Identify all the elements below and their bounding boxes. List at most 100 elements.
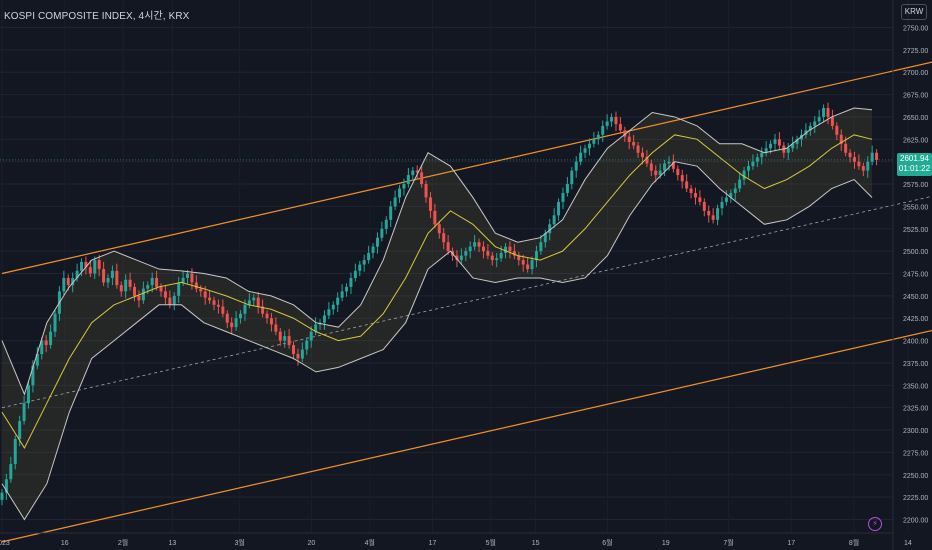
y-tick-label: 2675.00 [903,93,928,100]
candle-body [106,277,110,283]
candle-body [62,277,66,292]
candle-body [133,286,137,296]
candle-body [80,261,84,271]
candle-body [729,192,733,198]
candle-body [468,246,472,252]
candle-body [102,269,106,283]
candle-body [115,270,119,286]
candle-body [459,255,463,261]
x-tick-label: 13 [169,540,177,547]
candle-body [746,166,750,171]
candle-body [274,324,278,332]
currency-button[interactable]: KRW [901,4,927,20]
candle-body [698,197,702,202]
candle-body [35,354,39,366]
candle-body [596,134,600,140]
candle-body [437,224,441,234]
candle-body [693,192,697,198]
candle-body [296,354,300,359]
candle-body [852,157,856,162]
candle-body [22,403,26,422]
candle-body [861,166,865,171]
candle-body [844,143,848,153]
candlestick-series [0,102,879,506]
candle-body [119,285,123,292]
candle-body [870,152,874,162]
candle-body [530,260,534,270]
candle-body [300,349,304,359]
candle-body [212,300,216,305]
candle-body [685,181,689,189]
candle-body [654,170,658,176]
price-axis: 2200.00 2225.00 2250.00 2275.00 2300.00 2325.… [892,0,928,550]
y-tick-label: 2750.00 [903,26,928,33]
x-tick-label: 5월 [486,538,496,547]
candle-body [826,108,830,117]
candle-body [610,116,614,122]
candle-body [398,188,402,198]
candle-body [733,188,737,193]
candle-body [389,206,393,220]
candle-body [755,157,759,162]
candle-body [420,172,424,185]
candle-body [177,282,181,296]
candle-body [760,152,764,158]
candle-body [671,161,675,169]
candle-body [742,170,746,180]
candle-body [292,345,296,355]
x-tick-label: 6월 [602,538,612,547]
x-tick-label: 15 [532,540,540,547]
candle-body [4,479,8,493]
candle-body [424,184,428,198]
candle-body [557,201,561,216]
candle-body [822,108,826,117]
candle-body [97,260,101,270]
candle-body [75,270,79,278]
candle-body [623,130,627,137]
x-tick-label: 8월 [849,538,859,547]
y-tick-label: 2500.00 [903,249,928,256]
candle-body [680,175,684,182]
candle-body [658,170,662,176]
y-tick-label: 2225.00 [903,495,928,502]
candle-body [27,385,31,404]
candle-body [375,237,379,247]
x-tick-label: 7월 [723,538,733,547]
candle-body [627,136,631,143]
candle-body [380,228,384,238]
candle-body [490,255,494,261]
y-tick-label: 2300.00 [903,428,928,435]
chart-title: KOSPI COMPOSITE INDEX, 4시간, KRX [4,11,190,22]
last-price-tag: 2601.94 01:01:22 [897,153,932,176]
x-tick-label: 2월 [118,538,128,547]
candle-body [230,322,234,328]
candle-body [702,201,706,211]
candle-body [44,340,48,346]
candle-body [442,233,446,243]
x-tick-label: 4월 [365,538,375,547]
candle-body [587,143,591,149]
candle-body [124,279,128,292]
candle-body [252,297,256,301]
candle-body [340,291,344,298]
candle-body [875,152,879,160]
candle-body [168,297,172,305]
candle-body [769,143,773,149]
candle-body [283,336,287,341]
candle-body [517,255,521,261]
candle-body [141,288,145,301]
candle-body [764,148,768,153]
candle-body [362,260,366,265]
candle-body [601,125,605,135]
channel-lower-line [1,329,932,543]
candle-body [711,215,715,220]
candle-body [371,246,375,253]
candle-body [353,270,357,278]
candle-body [234,318,238,328]
y-tick-label: 2525.00 [903,227,928,234]
candle-body [473,242,477,247]
candle-body [777,139,781,146]
candle-body [773,139,777,144]
lightning-icon[interactable]: ⚡ [868,517,882,531]
